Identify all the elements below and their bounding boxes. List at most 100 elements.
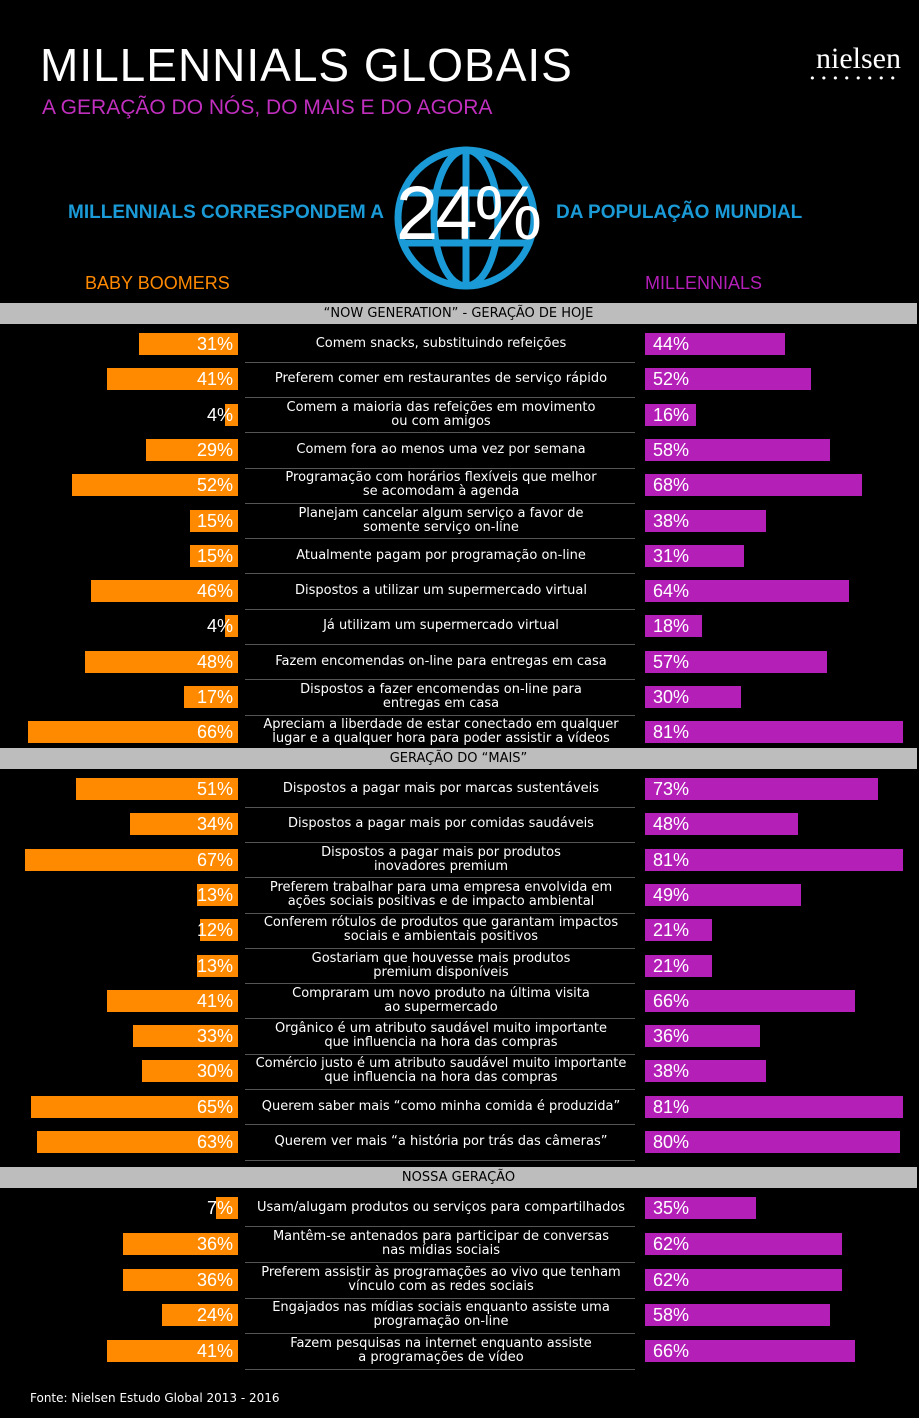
bar-left [123, 1268, 238, 1291]
bar-left [85, 650, 238, 673]
category-label: Apreciam a liberdade de estar conectado … [263, 717, 619, 747]
bar-left [30, 1095, 238, 1118]
value-label-right: 18% [653, 616, 690, 637]
category-label: Comem a maioria das refeições em movimen… [286, 399, 596, 429]
category-label: Preferem comer em restaurantes de serviç… [274, 371, 608, 387]
value-label-left: 31% [196, 334, 233, 354]
bar-left [161, 1304, 238, 1327]
category-label: Preferem assistir às programações ao viv… [261, 1264, 621, 1294]
bar-right [645, 1197, 757, 1219]
bar-right [645, 721, 903, 744]
value-label-left: 13% [196, 955, 233, 976]
value-label-left: 48% [196, 651, 233, 672]
row-separator [245, 912, 635, 914]
value-label-left: 67% [196, 849, 233, 870]
bar-right [645, 686, 741, 708]
value-label-left: 36% [196, 1269, 233, 1290]
value-label-left: 17% [196, 687, 233, 707]
value-label-right: 64% [653, 581, 690, 602]
row-separator [245, 1225, 635, 1227]
section-header: “NOW GENERATION” - GERAÇÃO DE HOJE [0, 303, 917, 324]
value-label-right: 58% [653, 439, 690, 460]
category-label: Gostariam que houvesse mais produtos pre… [311, 950, 571, 980]
category-label: Fazem encomendas on-line para entregas e… [275, 653, 607, 669]
value-label-left: 41% [196, 369, 233, 390]
title: MILLENNIALS GLOBAIS [40, 39, 573, 91]
category-label: Dispostos a fazer encomendas on-line par… [300, 682, 582, 711]
category-label: Usam/alugam produtos ou serviços para co… [256, 1200, 626, 1215]
row-separator [245, 396, 635, 398]
value-label-right: 81% [653, 722, 690, 743]
row-separator [245, 947, 635, 949]
category-label: Dispostos a pagar mais por marcas susten… [282, 781, 600, 796]
category-label: Dispostos a utilizar um supermercado vir… [294, 583, 588, 599]
legend-left: BABY BOOMERS [85, 273, 230, 293]
bar-right [645, 1095, 903, 1118]
bar-right [645, 1025, 760, 1048]
headline-value: 24% [396, 171, 542, 256]
row-separator [245, 432, 635, 434]
value-label-right: 52% [653, 369, 690, 390]
row-separator [245, 1333, 635, 1335]
row-separator [245, 841, 635, 843]
value-label-right: 68% [653, 475, 690, 496]
bar-left [24, 848, 238, 871]
value-label-right: 38% [653, 1061, 690, 1082]
value-label-left: 51% [196, 779, 233, 799]
bar-right [645, 989, 856, 1012]
bar-left [37, 1131, 238, 1153]
row-separator [245, 806, 635, 808]
value-label-right: 44% [653, 334, 690, 354]
bar-left [132, 1025, 238, 1048]
category-label: Mantêm-se antenados para participar de c… [272, 1228, 610, 1258]
source: Fonte: Nielsen Estudo Global 2013 - 2016 [30, 1391, 280, 1405]
category-label: Atualmente pagam por programação on-line [296, 547, 586, 563]
bar-right [645, 1060, 767, 1083]
row-separator [245, 714, 635, 716]
row-separator [245, 1124, 635, 1126]
category-label: Conferem rótulos de produtos que garanta… [263, 915, 619, 945]
bar-left [190, 509, 238, 532]
row-separator [245, 1089, 635, 1091]
bar-right [645, 403, 696, 426]
bar-right [645, 368, 811, 391]
value-label-right: 81% [653, 1096, 690, 1117]
value-label-left: 63% [196, 1132, 233, 1152]
row-separator [245, 1018, 635, 1020]
value-label-right: 21% [653, 920, 690, 941]
row-separator [245, 1261, 635, 1263]
logo-dots: •••••••• [809, 72, 901, 85]
value-label-right: 35% [653, 1198, 690, 1218]
value-label-left: 46% [196, 581, 233, 602]
category-label: Fazem pesquisas na internet enquanto ass… [290, 1336, 592, 1366]
value-label-left: 4% [206, 404, 233, 425]
value-label-right: 36% [653, 1026, 690, 1047]
bar-left [107, 989, 238, 1012]
bar-right [645, 509, 767, 532]
row-separator [245, 679, 635, 681]
globe-icon [394, 146, 538, 290]
value-label-left: 41% [196, 1341, 233, 1362]
row-separator [245, 1053, 635, 1055]
bar-right [645, 778, 878, 800]
value-label-left: 66% [196, 722, 233, 743]
bar-right [645, 474, 862, 497]
value-label-right: 38% [653, 510, 690, 531]
category-label: Querem saber mais “como minha comida é p… [261, 1098, 621, 1114]
bar-right [645, 438, 830, 461]
section-header: GERAÇÃO DO “MAIS” [0, 748, 917, 769]
value-label-left: 33% [196, 1026, 233, 1047]
bar-right [645, 919, 712, 942]
value-label-left: 65% [196, 1096, 233, 1117]
bar-left [107, 1340, 238, 1363]
category-label: Dispostos a pagar mais por produtos inov… [321, 844, 561, 874]
value-label-left: 13% [196, 884, 233, 905]
row-separator [245, 361, 635, 363]
bar-right [645, 1304, 830, 1327]
bar-left [225, 403, 238, 426]
value-label-right: 66% [653, 990, 690, 1011]
value-label-right: 73% [653, 779, 690, 799]
row-separator [245, 538, 635, 540]
category-label: Compraram um novo produto na última visi… [292, 985, 590, 1015]
